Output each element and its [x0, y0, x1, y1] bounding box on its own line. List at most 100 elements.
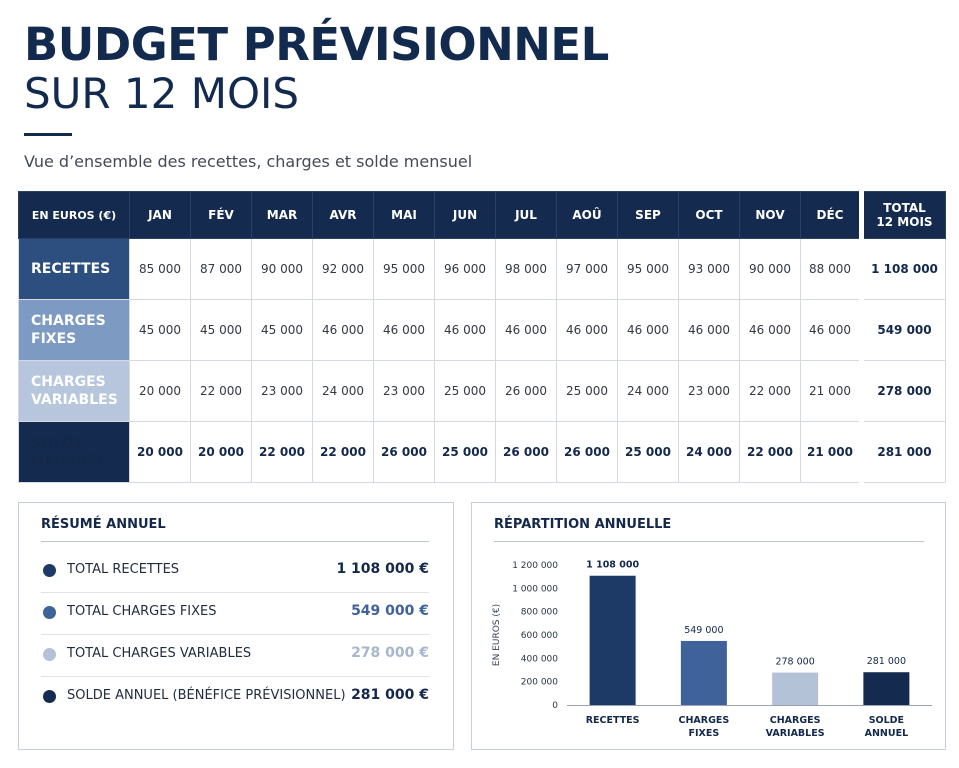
legend-dot-icon: [43, 606, 56, 619]
page-subtitle: SUR 12 MOIS: [24, 69, 300, 118]
x-tick-label: ANNUEL: [865, 728, 909, 739]
month-header: AVR: [312, 191, 374, 239]
month-header: DÉC: [800, 191, 862, 239]
table-row-solde-mensuel: SOLDE MENSUEL 20 000 20 000 22 000 22 000…: [18, 421, 946, 483]
table-cell: 24 000: [312, 360, 374, 422]
y-tick-label: 800 000: [521, 608, 558, 618]
table-row-recettes: RECETTES 85 000 87 000 90 000 92 000 95 …: [18, 238, 946, 300]
total-header-line2: 12 MOIS: [876, 215, 933, 229]
legend-dot-icon: [43, 564, 56, 577]
summary-label: TOTAL CHARGES FIXES: [67, 604, 217, 619]
table-cell: 45 000: [251, 299, 313, 361]
summary-item: TOTAL CHARGES VARIABLES 278 000 €: [41, 634, 429, 677]
month-header: JAN: [129, 191, 191, 239]
row-label: SOLDE MENSUEL: [18, 421, 130, 483]
bar-chart: EN EUROS (€) 0 200 000 400 000 600 000 800 00…: [492, 560, 932, 739]
table-cell: 46 000: [678, 299, 740, 361]
table-cell: 24 000: [678, 421, 740, 483]
table-cell: 96 000: [434, 238, 496, 300]
table-cell: 26 000: [373, 421, 435, 483]
table-cell: 46 000: [617, 299, 679, 361]
bar-value-label: 1 108 000: [586, 560, 639, 571]
panel-divider: [41, 541, 429, 542]
x-tick-label: FIXES: [689, 728, 720, 739]
summary-value: 1 108 000 €: [336, 561, 429, 577]
bar: [589, 575, 636, 705]
table-cell: 22 000: [190, 360, 252, 422]
y-tick-label: 200 000: [521, 678, 558, 688]
table-cell: 23 000: [678, 360, 740, 422]
table-row-charges-variables: CHARGES VARIABLES 20 000 22 000 23 000 24…: [18, 360, 946, 422]
row-label-line1: CHARGES: [31, 313, 106, 329]
y-tick-label: 0: [552, 701, 558, 711]
row-total: 278 000: [859, 360, 946, 422]
y-tick-label: 1 200 000: [512, 561, 558, 571]
month-header: MAI: [373, 191, 435, 239]
table-cell: 26 000: [495, 360, 557, 422]
row-total: 281 000: [859, 421, 946, 483]
table-cell: 23 000: [373, 360, 435, 422]
table-cell: 46 000: [800, 299, 862, 361]
y-tick-label: 1 000 000: [512, 584, 558, 594]
summary-item: TOTAL CHARGES FIXES 549 000 €: [41, 592, 429, 635]
row-label-line2: MENSUEL: [31, 453, 107, 469]
budget-table: EN EUROS (€) JAN FÉV MAR AVR MAI JUN JUL…: [18, 191, 946, 483]
table-cell: 24 000: [617, 360, 679, 422]
summary-label: SOLDE ANNUEL (BÉNÉFICE PRÉVISIONNEL): [67, 688, 346, 703]
table-cell: 25 000: [617, 421, 679, 483]
table-cell: 85 000: [129, 238, 191, 300]
annual-summary-title: RÉSUMÉ ANNUEL: [41, 517, 166, 532]
summary-item: TOTAL RECETTES 1 108 000 €: [41, 550, 429, 593]
month-header: OCT: [678, 191, 740, 239]
table-cell: 25 000: [556, 360, 618, 422]
table-cell: 46 000: [556, 299, 618, 361]
row-total: 549 000: [859, 299, 946, 361]
chart-title: RÉPARTITION ANNUELLE: [494, 517, 672, 532]
table-cell: 26 000: [556, 421, 618, 483]
row-label: RECETTES: [18, 238, 130, 300]
row-label-line1: CHARGES: [31, 374, 106, 390]
table-corner-label: EN EUROS (€): [18, 191, 130, 239]
table-cell: 21 000: [800, 360, 862, 422]
month-header: MAR: [251, 191, 313, 239]
table-cell: 88 000: [800, 238, 862, 300]
month-header: FÉV: [190, 191, 252, 239]
y-tick-label: 400 000: [521, 654, 558, 664]
legend-dot-icon: [43, 690, 56, 703]
table-cell: 22 000: [739, 421, 801, 483]
table-cell: 20 000: [190, 421, 252, 483]
table-cell: 46 000: [373, 299, 435, 361]
table-cell: 98 000: [495, 238, 557, 300]
month-header: JUL: [495, 191, 557, 239]
x-tick-label: RECETTES: [586, 715, 640, 726]
bar: [863, 672, 910, 705]
panel-divider: [494, 541, 924, 542]
legend-dot-icon: [43, 648, 56, 661]
month-header: NOV: [739, 191, 801, 239]
y-axis-label: EN EUROS (€): [492, 604, 502, 666]
bar-value-label: 549 000: [684, 625, 723, 636]
table-cell: 20 000: [129, 421, 191, 483]
summary-label: TOTAL RECETTES: [67, 562, 180, 577]
month-header: SEP: [617, 191, 679, 239]
row-label-line1: RECETTES: [31, 261, 111, 277]
total-header-line1: TOTAL: [883, 201, 926, 215]
table-cell: 45 000: [190, 299, 252, 361]
bar-value-label: 278 000: [775, 657, 814, 668]
row-label-line1: SOLDE: [31, 435, 84, 451]
table-cell: 90 000: [739, 238, 801, 300]
bar: [772, 672, 819, 705]
table-cell: 46 000: [434, 299, 496, 361]
table-cell: 25 000: [434, 360, 496, 422]
table-row-charges-fixes: CHARGES FIXES 45 000 45 000 45 000 46 000…: [18, 299, 946, 361]
x-tick-label: CHARGES: [679, 715, 730, 726]
table-cell: 25 000: [434, 421, 496, 483]
annual-summary-panel: RÉSUMÉ ANNUEL TOTAL RECETTES 1 108 000 €…: [18, 502, 454, 750]
x-tick-label: VARIABLES: [766, 728, 825, 739]
table-cell: 20 000: [129, 360, 191, 422]
table-cell: 87 000: [190, 238, 252, 300]
x-tick-label: SOLDE: [869, 715, 904, 726]
summary-value: 549 000 €: [351, 603, 429, 619]
table-cell: 21 000: [800, 421, 862, 483]
month-header: JUN: [434, 191, 496, 239]
